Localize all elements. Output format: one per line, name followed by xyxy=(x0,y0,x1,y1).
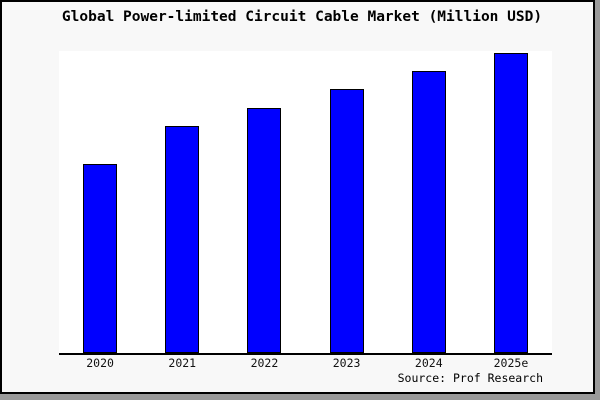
bar-slot xyxy=(388,51,470,353)
bar-slot xyxy=(306,51,388,353)
bar-slot xyxy=(141,51,223,353)
bar-2022 xyxy=(247,108,282,353)
plot-area xyxy=(59,51,552,355)
bar-2023 xyxy=(329,89,364,353)
bar-slot xyxy=(59,51,141,353)
x-tick-label-2025e: 2025e xyxy=(493,356,529,370)
bar-2024 xyxy=(411,70,446,353)
x-axis-labels: 2020 2021 2022 2023 2024 2025e xyxy=(59,356,552,370)
bars-container xyxy=(59,51,552,353)
x-tick-label-2022: 2022 xyxy=(250,356,279,370)
bar-2021 xyxy=(165,125,200,353)
x-tick-label-2020: 2020 xyxy=(86,356,114,370)
x-tick-label-2021: 2021 xyxy=(168,356,197,370)
x-tick-label-2023: 2023 xyxy=(332,356,361,370)
bar-slot xyxy=(223,51,305,353)
bar-2020 xyxy=(83,163,118,353)
bar-slot xyxy=(470,51,552,353)
x-tick-label-2024: 2024 xyxy=(414,356,443,370)
chart-window: Global Power-limited Circuit Cable Marke… xyxy=(0,0,595,394)
chart-title: Global Power-limited Circuit Cable Marke… xyxy=(61,9,543,25)
bar-2025e xyxy=(493,53,528,353)
source-label: Source: Prof Research xyxy=(397,371,543,385)
